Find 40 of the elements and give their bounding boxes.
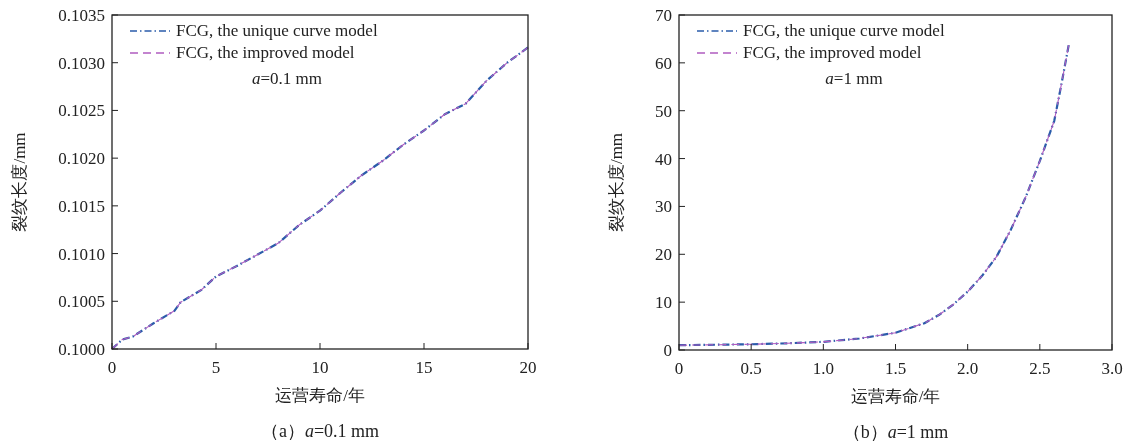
y-tick-label: 0.1015 (58, 196, 105, 216)
x-tick-label: 0 (674, 359, 684, 378)
x-axis-title: 运营寿命/年 (850, 387, 941, 406)
text: （b）a=1 mm (842, 422, 949, 442)
y-tick-label: 60 (655, 53, 672, 73)
y-axis-title: 裂纹长度/mm (607, 132, 626, 233)
x-tick-label: 0 (107, 358, 117, 377)
y-tick-label: 70 (655, 6, 672, 25)
y-tick-label: 0.1030 (58, 53, 105, 73)
y-tick-label: 50 (655, 101, 672, 121)
x-tick-label: 20 (519, 358, 537, 377)
y-tick-label: 0 (663, 341, 672, 360)
legend-label: FCG, the improved model (743, 43, 922, 62)
text: （a）a=0.1 mm (260, 421, 380, 441)
x-tick-label: 2.0 (957, 359, 979, 378)
y-tick-label: 0.1035 (58, 6, 105, 25)
y-tick-label: 0.1000 (58, 340, 105, 359)
y-tick-label: 0.1025 (58, 101, 105, 121)
legend-label: FCG, the unique curve model (176, 21, 378, 40)
x-tick-label: 5 (211, 358, 221, 377)
x-axis-title: 运营寿命/年 (275, 386, 365, 405)
y-axis-title: 裂纹长度/mm (10, 132, 29, 232)
legend-label: FCG, the unique curve model (743, 21, 945, 40)
annotation: a=1 mm (825, 69, 883, 88)
y-tick-label: 0.1010 (58, 244, 105, 264)
x-tick-label: 1.0 (812, 359, 834, 378)
y-tick-label: 20 (655, 245, 672, 265)
y-tick-label: 30 (655, 197, 672, 217)
annotation: a=0.1 mm (251, 69, 323, 88)
x-tick-label: 0.5 (740, 359, 762, 378)
x-tick-label: 15 (415, 358, 433, 377)
x-tick-label: 10 (311, 358, 329, 377)
legend-label: FCG, the improved model (176, 43, 355, 62)
x-tick-label: 1.5 (884, 359, 907, 378)
y-tick-label: 0.1020 (58, 149, 105, 169)
y-tick-label: 40 (655, 149, 672, 169)
y-tick-label: 10 (655, 293, 672, 313)
y-tick-label: 0.1005 (58, 292, 105, 312)
x-tick-label: 3.0 (1101, 359, 1123, 378)
x-tick-label: 2.5 (1029, 359, 1051, 378)
